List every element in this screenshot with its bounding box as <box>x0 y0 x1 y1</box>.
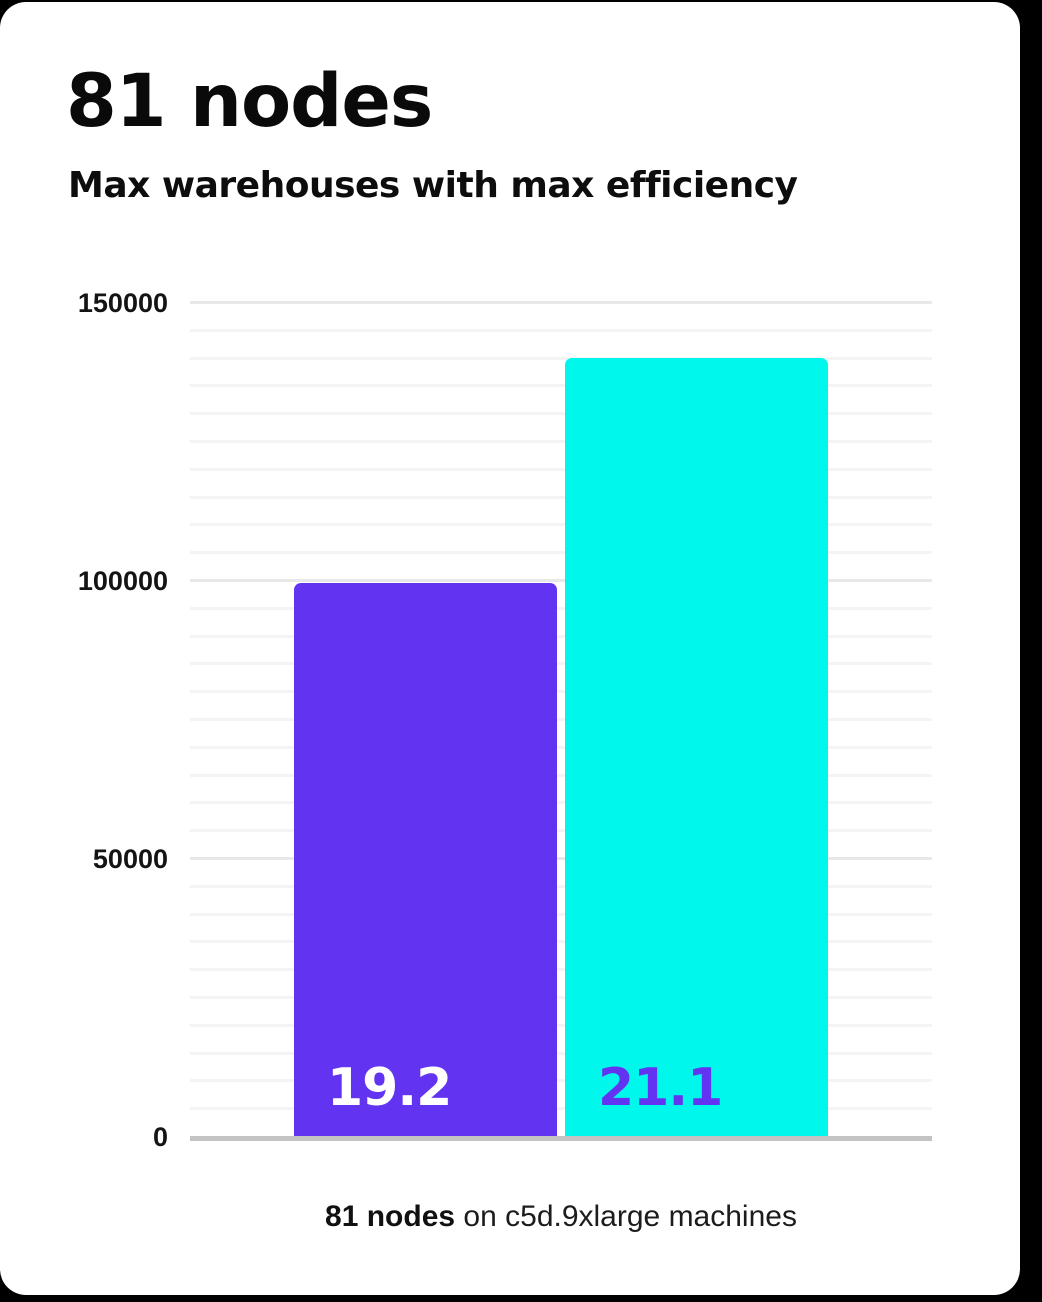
bar-v21-1: 21.1 <box>565 358 828 1136</box>
gridline-minor <box>190 884 932 888</box>
gridline-minor <box>190 968 932 972</box>
gridline-minor <box>190 1051 932 1055</box>
infographic-card: 81 nodes Max warehouses with max efficie… <box>0 2 1020 1295</box>
y-axis-tick-label: 100000 <box>77 566 168 596</box>
gridline-major <box>190 579 932 582</box>
gridline-major <box>190 301 932 304</box>
gridline-minor <box>190 356 932 360</box>
bar-chart: 0 50000 100000 150000 19.2 21.1 <box>0 2 1020 1295</box>
gridline-minor <box>190 467 932 471</box>
gridline-minor <box>190 440 932 443</box>
gridline-minor <box>190 328 932 332</box>
gridline-minor <box>190 1023 932 1027</box>
gridline-minor <box>190 495 932 499</box>
gridline-minor <box>190 523 932 527</box>
gridline-minor <box>190 634 932 638</box>
page-title: 81 nodes <box>66 59 433 144</box>
gridline-minor <box>190 829 932 833</box>
y-axis-tick-label: 50000 <box>92 844 168 874</box>
gridline-minor <box>190 662 932 666</box>
y-axis-tick-label: 0 <box>152 1122 168 1152</box>
gridline-minor <box>190 773 932 777</box>
x-axis-line <box>190 1136 932 1141</box>
page-subtitle: Max warehouses with max efficiency <box>68 165 798 206</box>
gridline-minor <box>190 996 932 999</box>
gridline-minor <box>190 801 932 805</box>
gridline-minor <box>190 384 932 388</box>
bar-value-label: 19.2 <box>327 1058 452 1118</box>
gridline-major <box>190 857 932 860</box>
chart-caption: 81 nodes on c5d.9xlarge machines <box>190 1200 932 1234</box>
gridline-minor <box>190 412 932 416</box>
gridline-minor <box>190 745 932 749</box>
gridline-minor <box>190 912 932 916</box>
gridline-minor <box>190 1107 932 1111</box>
gridline-minor <box>190 690 932 694</box>
gridline-minor <box>190 718 932 721</box>
gridline-minor <box>190 551 932 555</box>
gridline-minor <box>190 1079 932 1083</box>
gridline-minor <box>190 940 932 944</box>
y-axis-tick-label: 150000 <box>77 288 168 318</box>
gridline-minor <box>190 606 932 610</box>
bar-v19-2: 19.2 <box>294 583 557 1136</box>
caption-regular-text: on c5d.9xlarge machines <box>455 1200 797 1233</box>
bar-value-label: 21.1 <box>598 1058 723 1118</box>
caption-bold-text: 81 nodes <box>325 1200 456 1233</box>
